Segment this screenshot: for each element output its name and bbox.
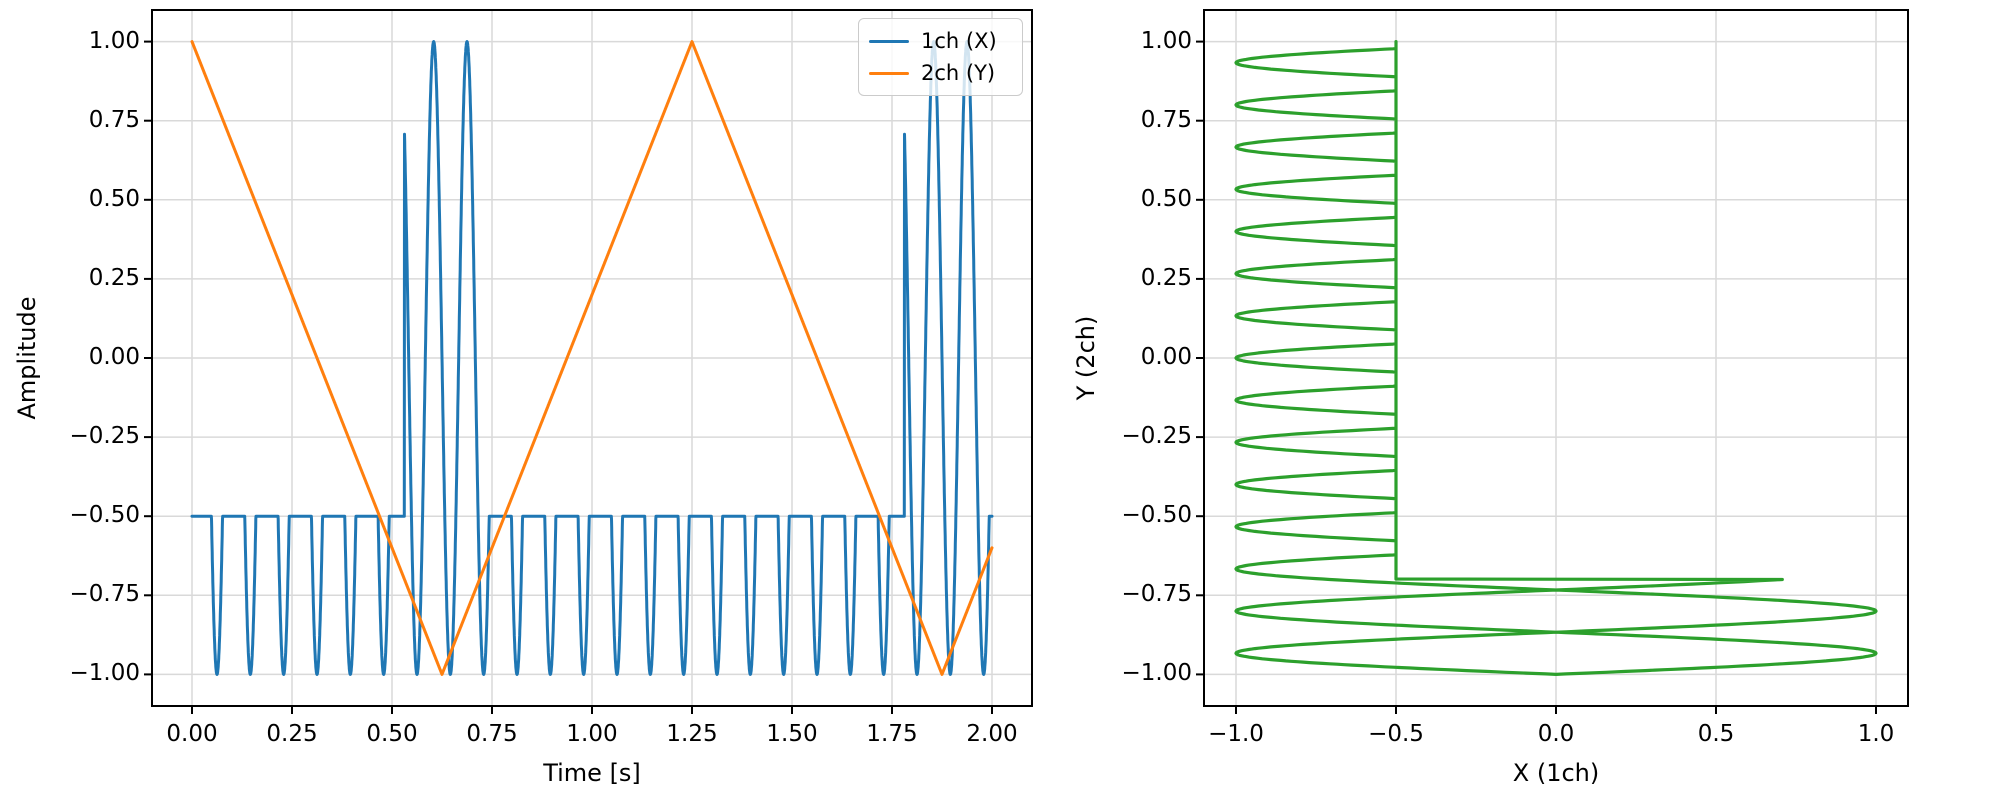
y-tick-label: −0.25 — [69, 423, 140, 450]
y-tick-label: 0.50 — [88, 186, 140, 213]
y-tick-label: 0.75 — [88, 106, 140, 133]
y-tick-label: 0.25 — [88, 265, 140, 292]
y-tick-label: 1.00 — [1140, 27, 1192, 54]
x-tick-label: 0.5 — [1697, 721, 1735, 747]
x-tick-label: 0.00 — [166, 721, 218, 747]
left-xaxis-label: Time [s] — [543, 759, 641, 787]
y-tick-label: −1.00 — [69, 660, 140, 687]
y-tick-label: 0.00 — [88, 344, 140, 371]
y-tick-label: 0.25 — [1140, 265, 1192, 292]
y-tick-label: 0.00 — [1140, 344, 1192, 371]
legend: 1ch (X) 2ch (Y) — [858, 18, 1023, 96]
x-tick-label: −0.5 — [1368, 721, 1424, 747]
legend-entry-2ch: 2ch (Y) — [869, 59, 1012, 87]
x-tick-label: 0.25 — [266, 721, 318, 747]
x-tick-label: 2.00 — [966, 721, 1018, 747]
y-tick-label: 0.75 — [1140, 106, 1192, 133]
x-tick-label: 0.75 — [466, 721, 518, 747]
x-tick-label: −1.0 — [1208, 721, 1264, 747]
legend-label-1ch: 1ch (X) — [921, 28, 997, 53]
x-tick-label: 1.00 — [566, 721, 618, 747]
x-tick-label: 0.50 — [366, 721, 418, 747]
x-tick-label: 1.25 — [666, 721, 718, 747]
y-tick-label: −0.75 — [1121, 581, 1192, 608]
x-tick-label: 1.50 — [766, 721, 818, 747]
y-tick-label: −0.50 — [69, 502, 140, 529]
y-tick-label: −0.50 — [1121, 502, 1192, 529]
legend-entry-1ch: 1ch (X) — [869, 27, 1012, 55]
y-tick-label: −0.75 — [69, 581, 140, 608]
legend-line-sample-1ch-icon — [869, 39, 909, 43]
x-tick-label: 0.0 — [1537, 721, 1575, 747]
y-tick-label: −0.25 — [1121, 423, 1192, 450]
right-xaxis-label: X (1ch) — [1512, 759, 1600, 787]
y-tick-label: 1.00 — [88, 27, 140, 54]
legend-line-sample-2ch-icon — [869, 71, 909, 75]
y-tick-label: −1.00 — [1121, 660, 1192, 687]
x-tick-label: 1.75 — [866, 721, 918, 747]
x-tick-label: 1.0 — [1857, 721, 1895, 747]
y-tick-label: 0.50 — [1140, 186, 1192, 213]
legend-label-2ch: 2ch (Y) — [921, 60, 996, 85]
